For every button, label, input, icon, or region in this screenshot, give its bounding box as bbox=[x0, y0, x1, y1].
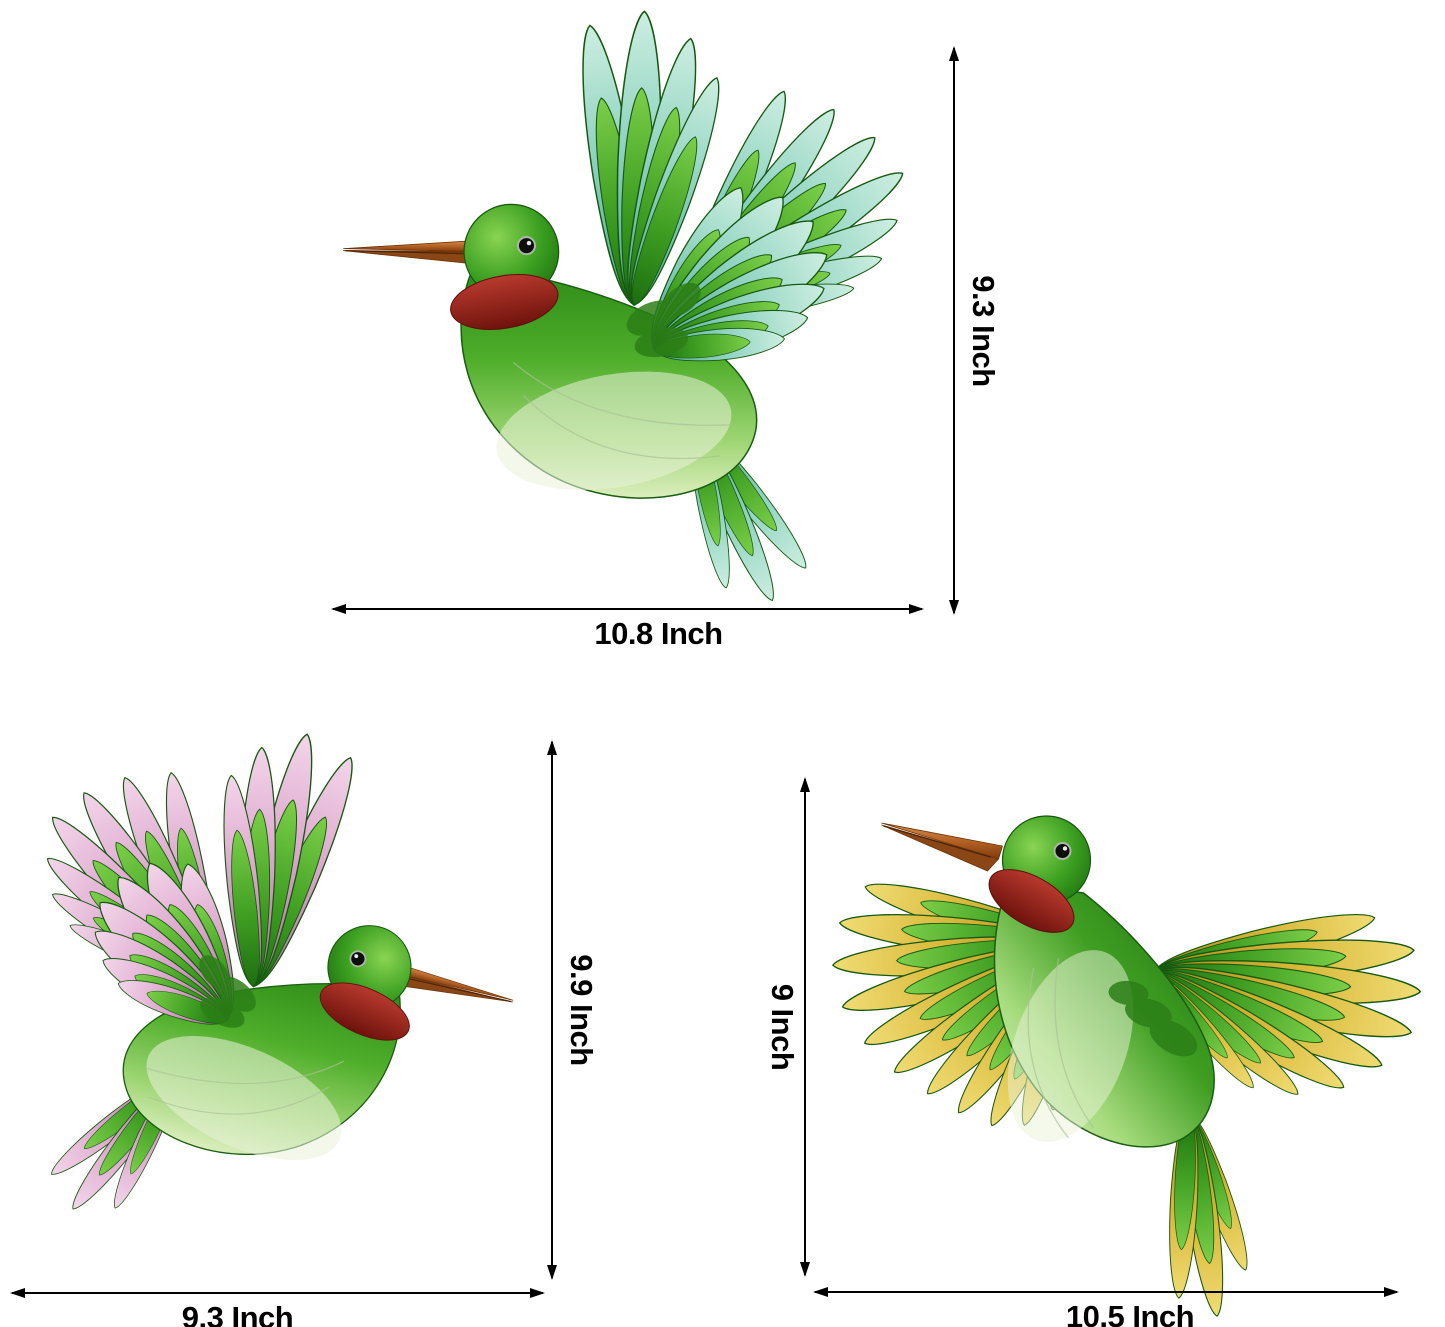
bottom-left-bird-width-label: 9.3 Inch bbox=[181, 1300, 294, 1327]
wing-coverts bbox=[199, 955, 256, 1028]
eye bbox=[1053, 842, 1072, 860]
wing-coverts bbox=[1108, 980, 1198, 1057]
hummingbird-bottom-left bbox=[37, 729, 514, 1217]
belly-etch-line bbox=[1027, 967, 1070, 1139]
belly-etch-line bbox=[512, 361, 732, 426]
belly-etch-line bbox=[1054, 957, 1095, 1129]
horizontal-double-arrow bbox=[331, 603, 924, 614]
eye bbox=[349, 950, 367, 968]
bottom-right-bird-width-label: 10.5 Inch bbox=[1065, 1299, 1195, 1327]
belly bbox=[146, 1036, 342, 1161]
beak bbox=[343, 240, 480, 265]
hummingbird-top bbox=[343, 9, 914, 607]
belly bbox=[1007, 950, 1134, 1142]
vertical-double-arrow bbox=[546, 740, 557, 1280]
eye bbox=[516, 236, 537, 256]
horizontal-double-arrow bbox=[10, 1287, 545, 1298]
bottom-right-bird-height-label: 9 Inch bbox=[765, 983, 800, 1071]
horizontal-double-arrow bbox=[813, 1286, 1399, 1297]
hummingbird-bottom-right bbox=[830, 815, 1423, 1319]
belly bbox=[496, 371, 732, 491]
belly-etch-line bbox=[144, 1060, 345, 1085]
belly-etch-line bbox=[522, 395, 720, 460]
beak bbox=[881, 822, 1004, 872]
beak bbox=[396, 964, 514, 1003]
vertical-double-arrow bbox=[948, 46, 959, 615]
top-bird-width-label: 10.8 Inch bbox=[594, 616, 723, 651]
belly-etch-line bbox=[148, 1086, 329, 1115]
top-bird-height-label: 9.3 Inch bbox=[966, 274, 1001, 387]
throat bbox=[450, 274, 559, 330]
wing-coverts bbox=[626, 282, 701, 358]
bottom-left-bird-height-label: 9.9 Inch bbox=[564, 954, 599, 1066]
vertical-double-arrow bbox=[799, 777, 810, 1277]
throat bbox=[988, 869, 1075, 933]
throat bbox=[319, 982, 410, 1041]
